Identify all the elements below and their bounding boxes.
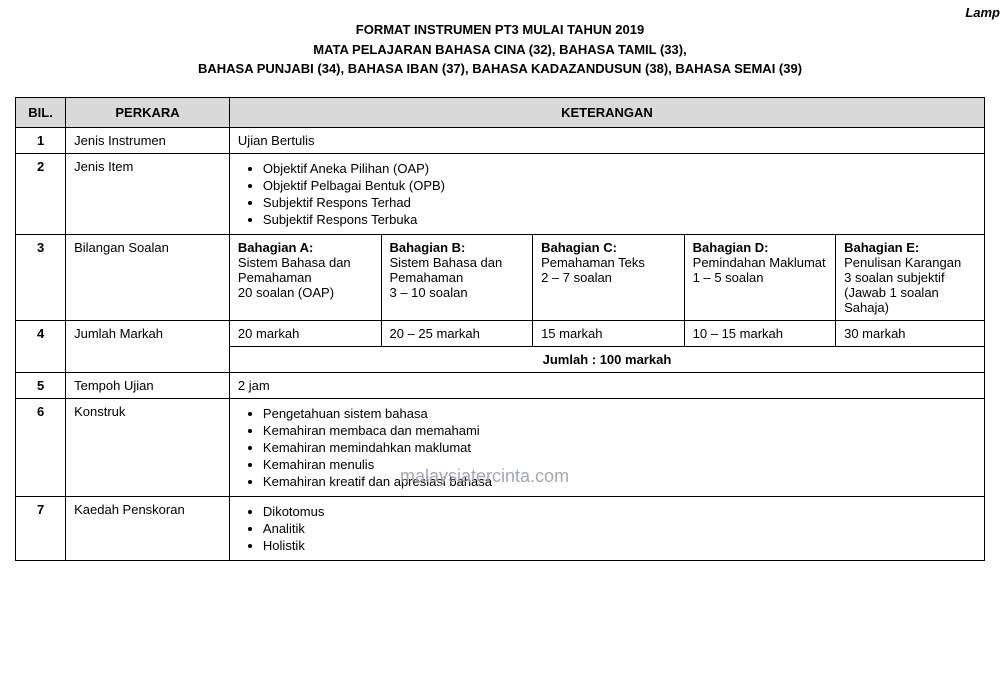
- bahagian-a: Bahagian A: Sistem Bahasa dan Pemahaman …: [229, 234, 381, 320]
- list-item: Holistik: [263, 538, 976, 553]
- list-item: Objektif Pelbagai Bentuk (OPB): [263, 178, 976, 193]
- bahagian-desc: Pemindahan Maklumat: [693, 255, 826, 270]
- jumlah-total: Jumlah : 100 markah: [229, 346, 984, 372]
- cell-value: Ujian Bertulis: [229, 127, 984, 153]
- table-row: 6 Konstruk Pengetahuan sistem bahasa Kem…: [16, 398, 985, 496]
- list-item: Pengetahuan sistem bahasa: [263, 406, 976, 421]
- cell-bil: 5: [16, 372, 66, 398]
- markah-b: 20 – 25 markah: [381, 320, 533, 346]
- table-header-row: BIL. PERKARA KETERANGAN: [16, 97, 985, 127]
- bahagian-title: Bahagian B:: [390, 240, 466, 255]
- header-line-3: BAHASA PUNJABI (34), BAHASA IBAN (37), B…: [15, 59, 985, 79]
- cell-bil: 2: [16, 153, 66, 234]
- bahagian-count: 20 soalan (OAP): [238, 285, 334, 300]
- table-row: 2 Jenis Item Objektif Aneka Pilihan (OAP…: [16, 153, 985, 234]
- markah-d: 10 – 15 markah: [684, 320, 835, 346]
- table-row: 3 Bilangan Soalan Bahagian A: Sistem Bah…: [16, 234, 985, 320]
- header-line-1: FORMAT INSTRUMEN PT3 MULAI TAHUN 2019: [15, 20, 985, 40]
- table-row: 4 Jumlah Markah 20 markah 20 – 25 markah…: [16, 320, 985, 346]
- list-item: Subjektif Respons Terhad: [263, 195, 976, 210]
- corner-label: Lamp: [965, 5, 1000, 20]
- list-item: Kemahiran memindahkan maklumat: [263, 440, 976, 455]
- cell-perkara: Jenis Item: [66, 153, 230, 234]
- col-header-bil: BIL.: [16, 97, 66, 127]
- bahagian-e: Bahagian E: Penulisan Karangan 3 soalan …: [836, 234, 985, 320]
- list-item: Objektif Aneka Pilihan (OAP): [263, 161, 976, 176]
- list-item: Kemahiran menulis: [263, 457, 976, 472]
- cell-bil: 4: [16, 320, 66, 372]
- bahagian-d: Bahagian D: Pemindahan Maklumat 1 – 5 so…: [684, 234, 835, 320]
- bahagian-title: Bahagian E:: [844, 240, 919, 255]
- table-row: 5 Tempoh Ujian 2 jam: [16, 372, 985, 398]
- cell-value: 2 jam: [229, 372, 984, 398]
- cell-perkara: Kaedah Penskoran: [66, 496, 230, 560]
- cell-bil: 1: [16, 127, 66, 153]
- cell-perkara: Jumlah Markah: [66, 320, 230, 372]
- format-table: BIL. PERKARA KETERANGAN 1 Jenis Instrume…: [15, 97, 985, 561]
- cell-bil: 6: [16, 398, 66, 496]
- list-item: Subjektif Respons Terbuka: [263, 212, 976, 227]
- cell-perkara: Jenis Instrumen: [66, 127, 230, 153]
- header-line-2: MATA PELAJARAN BAHASA CINA (32), BAHASA …: [15, 40, 985, 60]
- cell-perkara: Tempoh Ujian: [66, 372, 230, 398]
- list-item: Analitik: [263, 521, 976, 536]
- markah-c: 15 markah: [533, 320, 685, 346]
- bahagian-desc: Sistem Bahasa dan Pemahaman: [390, 255, 503, 285]
- bahagian-title: Bahagian A:: [238, 240, 313, 255]
- table-row: 7 Kaedah Penskoran Dikotomus Analitik Ho…: [16, 496, 985, 560]
- bahagian-count: 2 – 7 soalan: [541, 270, 612, 285]
- document-header: FORMAT INSTRUMEN PT3 MULAI TAHUN 2019 MA…: [15, 20, 985, 79]
- list-item: Kemahiran membaca dan memahami: [263, 423, 976, 438]
- bahagian-b: Bahagian B: Sistem Bahasa dan Pemahaman …: [381, 234, 533, 320]
- bahagian-count: 3 – 10 soalan: [390, 285, 468, 300]
- bahagian-desc: Penulisan Karangan: [844, 255, 961, 270]
- col-header-keterangan: KETERANGAN: [229, 97, 984, 127]
- bahagian-title: Bahagian C:: [541, 240, 617, 255]
- list-item: Dikotomus: [263, 504, 976, 519]
- table-row: 1 Jenis Instrumen Ujian Bertulis: [16, 127, 985, 153]
- markah-a: 20 markah: [229, 320, 381, 346]
- col-header-perkara: PERKARA: [66, 97, 230, 127]
- markah-e: 30 markah: [836, 320, 985, 346]
- bahagian-title: Bahagian D:: [693, 240, 769, 255]
- cell-perkara: Konstruk: [66, 398, 230, 496]
- bahagian-desc: Sistem Bahasa dan Pemahaman: [238, 255, 351, 285]
- cell-list: Dikotomus Analitik Holistik: [229, 496, 984, 560]
- bahagian-count: 1 – 5 soalan: [693, 270, 764, 285]
- cell-bil: 7: [16, 496, 66, 560]
- bahagian-desc: Pemahaman Teks: [541, 255, 645, 270]
- bahagian-count: 3 soalan subjektif (Jawab 1 soalan Sahaj…: [844, 270, 944, 315]
- cell-bil: 3: [16, 234, 66, 320]
- cell-list: Objektif Aneka Pilihan (OAP) Objektif Pe…: [229, 153, 984, 234]
- list-item: Kemahiran kreatif dan apresiasi bahasa: [263, 474, 976, 489]
- cell-list: Pengetahuan sistem bahasa Kemahiran memb…: [229, 398, 984, 496]
- cell-perkara: Bilangan Soalan: [66, 234, 230, 320]
- bahagian-c: Bahagian C: Pemahaman Teks 2 – 7 soalan: [533, 234, 685, 320]
